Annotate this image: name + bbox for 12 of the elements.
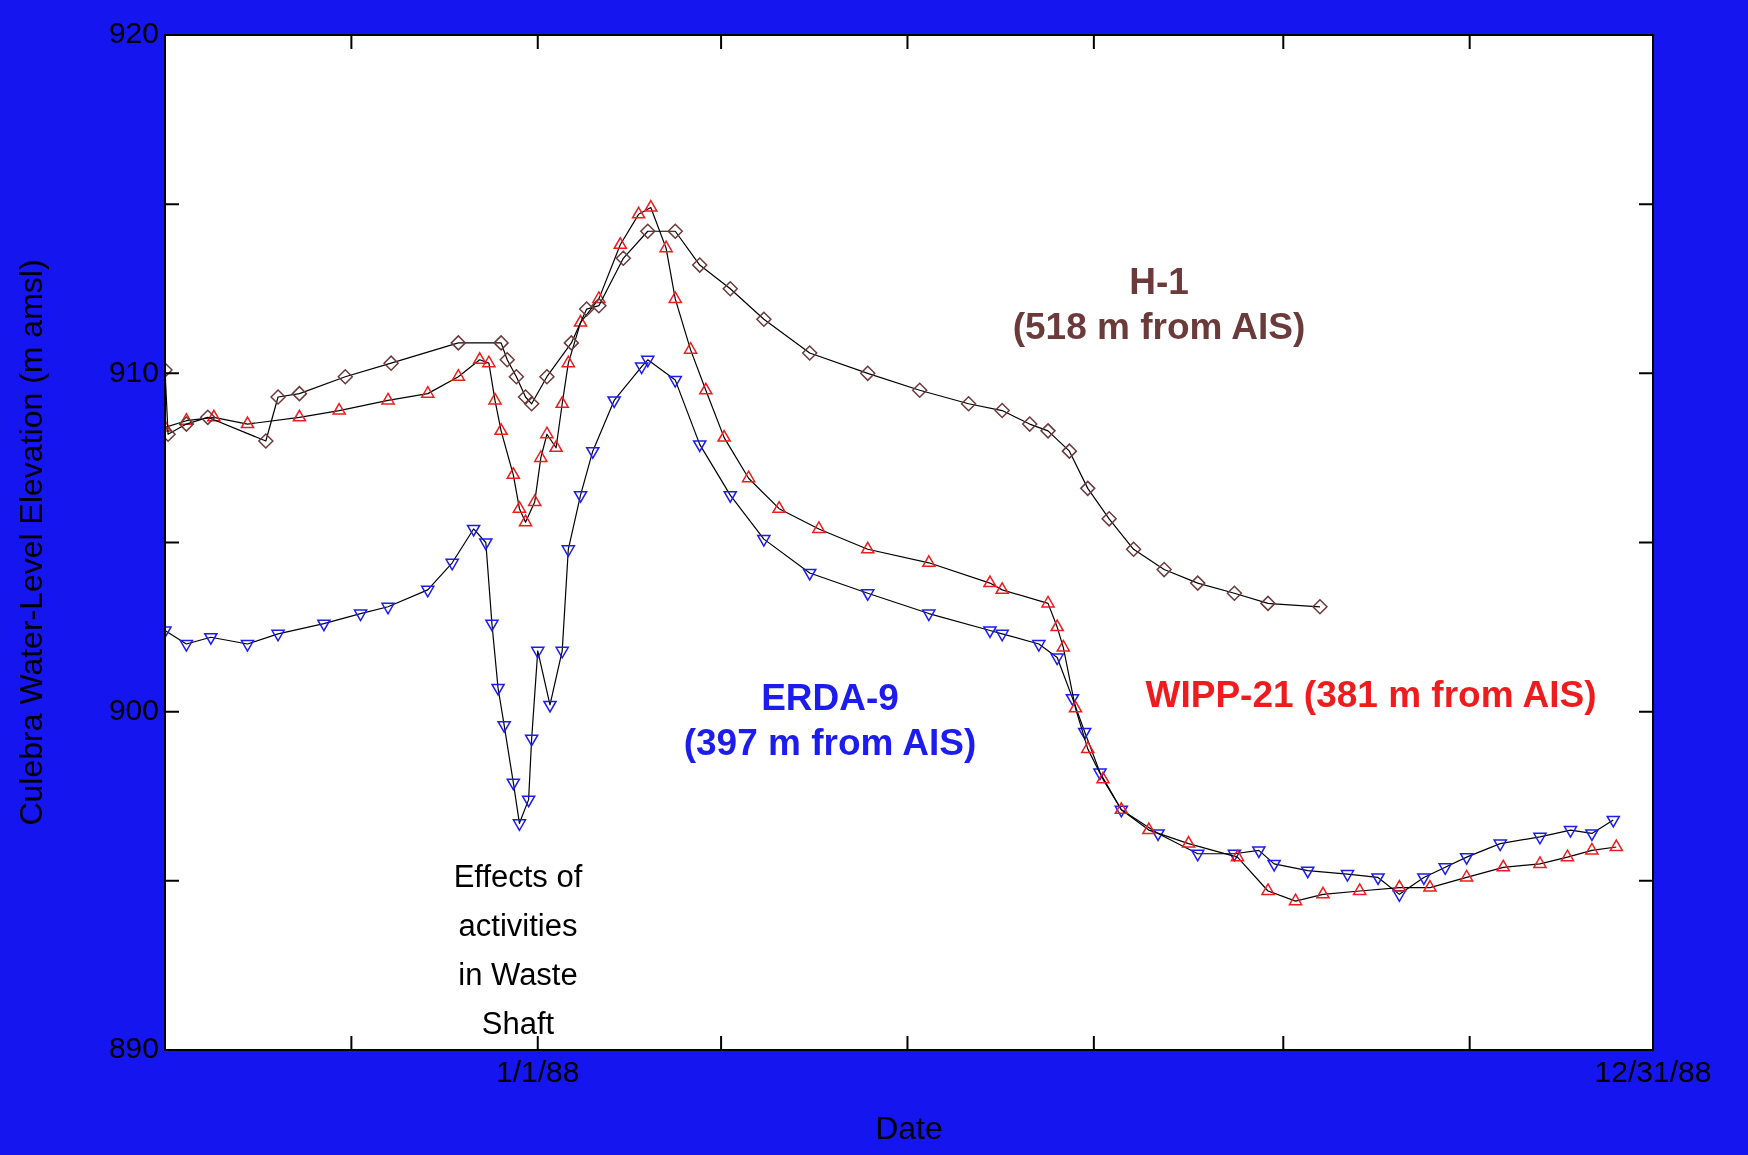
y-tick-label: 910 — [108, 354, 159, 388]
x-tick-label: 1/1/88 — [496, 1055, 580, 1089]
y-axis-title: Culebra Water-Level Elevation (m amsl) — [13, 259, 50, 826]
legend-label: WIPP-21 (381 m from AIS) — [1145, 674, 1597, 716]
y-tick-label: 900 — [108, 692, 159, 726]
series-label: ERDA-9 (397 m from AIS) — [683, 677, 977, 764]
y-tick-label: 890 — [108, 1031, 159, 1065]
y-tick-label: 920 — [108, 16, 159, 50]
series-label: H-1 (518 m from AIS) — [1012, 261, 1306, 348]
x-axis-title: Date — [875, 1109, 943, 1146]
annotation: Effects of activities in Waste Shaft — [453, 858, 583, 1041]
x-tick-label: 12/31/88 — [1594, 1055, 1712, 1089]
